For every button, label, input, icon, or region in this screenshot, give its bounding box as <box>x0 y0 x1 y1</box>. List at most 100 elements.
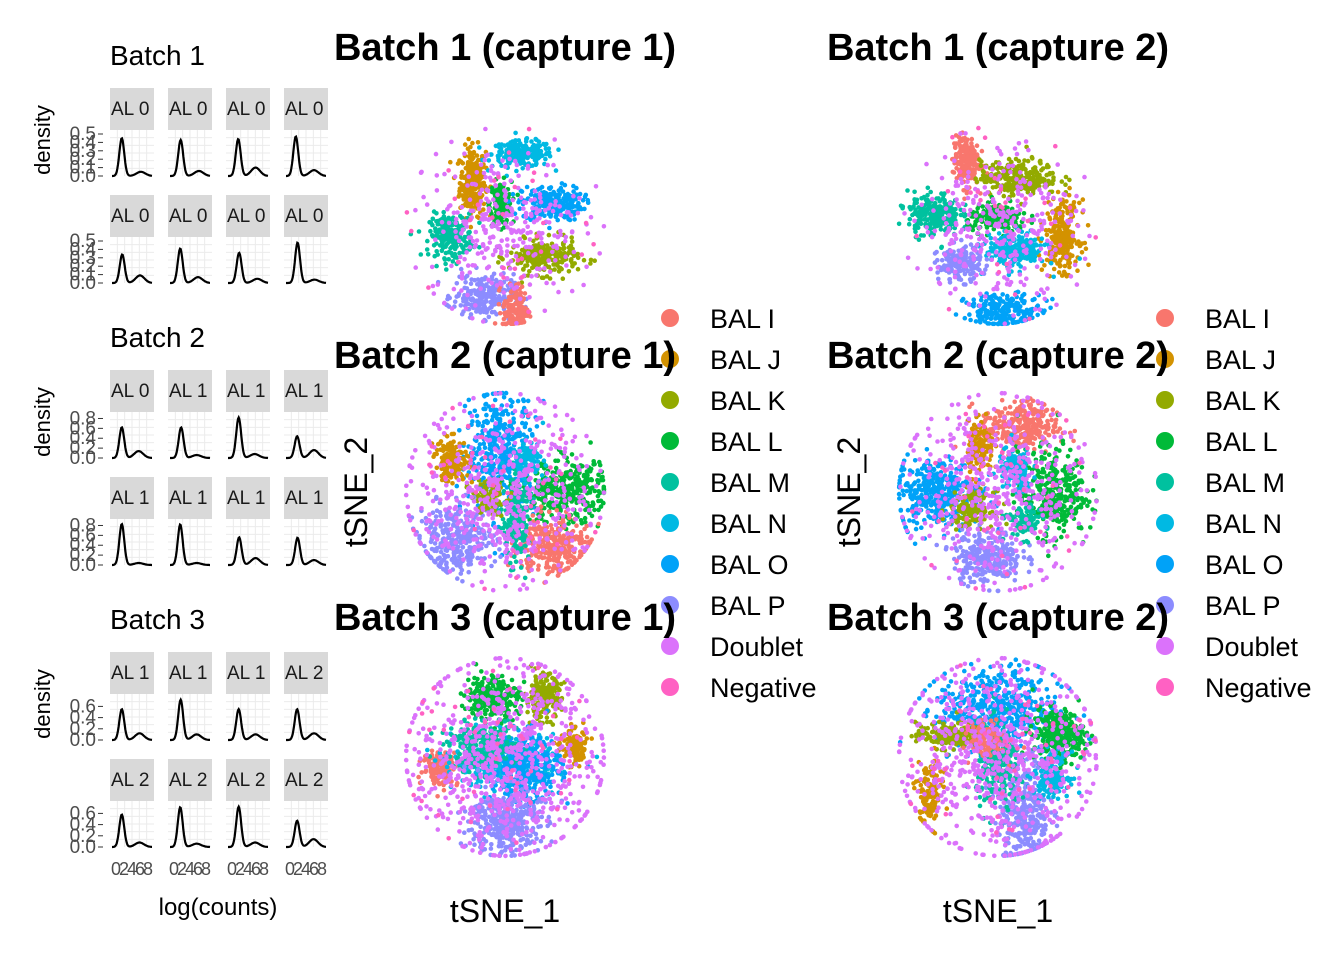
tsne-point <box>920 208 925 213</box>
tsne-point <box>954 197 959 202</box>
tsne-point <box>571 189 576 194</box>
tsne-point <box>507 156 512 162</box>
tsne-point <box>546 258 551 263</box>
tsne-point <box>492 201 498 207</box>
tsne-point <box>996 303 1001 309</box>
tsne-point <box>503 198 509 203</box>
density-y-tick: 0.3 <box>70 141 96 162</box>
tsne-point <box>569 229 575 235</box>
tsne-point <box>483 126 488 132</box>
tsne-point <box>1005 277 1010 282</box>
tsne-point <box>1015 203 1021 209</box>
tsne-point <box>500 208 506 213</box>
tsne-point <box>1063 182 1068 187</box>
tsne-point <box>496 174 501 180</box>
tsne-point <box>485 152 491 158</box>
tsne-point <box>492 178 497 183</box>
tsne-point <box>967 312 972 317</box>
density-panel-strip-label: AL 2 <box>111 770 149 791</box>
tsne-point <box>1014 176 1019 182</box>
tsne-point <box>541 275 546 281</box>
tsne-point <box>445 236 450 242</box>
tsne-point <box>512 301 518 307</box>
tsne-point <box>488 168 494 174</box>
tsne-point <box>505 225 510 230</box>
tsne-point <box>413 207 418 213</box>
tsne-point <box>1068 212 1074 218</box>
tsne-point <box>463 219 469 224</box>
tsne-point <box>477 194 483 200</box>
tsne-point <box>514 162 520 168</box>
tsne-point <box>451 286 457 292</box>
tsne-point <box>468 208 474 214</box>
density-y-tick: 0.8 <box>70 408 96 429</box>
tsne-point <box>572 217 577 222</box>
tsne-point <box>481 302 486 308</box>
tsne-point <box>434 188 440 193</box>
tsne-point <box>527 295 532 300</box>
tsne-point <box>557 204 562 209</box>
tsne-point <box>543 208 548 213</box>
tsne-point <box>952 232 958 238</box>
tsne-point <box>1026 173 1032 179</box>
tsne-point <box>514 285 519 290</box>
tsne-point <box>517 302 522 307</box>
tsne-point <box>449 263 454 269</box>
tsne-point <box>491 289 497 294</box>
tsne-point <box>601 224 607 229</box>
tsne-point <box>976 255 981 261</box>
tsne-point <box>462 151 467 156</box>
tsne-point <box>538 199 544 205</box>
density-y-label: density <box>30 669 55 739</box>
tsne-point <box>577 191 583 197</box>
tsne-point <box>1032 258 1037 263</box>
tsne-point <box>968 190 973 195</box>
tsne-point <box>953 286 958 292</box>
tsne-point <box>475 289 480 295</box>
tsne-point <box>518 260 524 266</box>
tsne-point <box>486 314 492 320</box>
tsne-point <box>934 249 939 255</box>
tsne-point <box>498 280 503 286</box>
tsne-point <box>1037 187 1042 192</box>
tsne-point <box>464 298 469 303</box>
tsne-point <box>481 255 487 261</box>
tsne-point <box>483 175 488 180</box>
density-y-tick: 0.4 <box>70 132 97 153</box>
tsne-point <box>501 265 506 271</box>
tsne-point <box>986 252 992 257</box>
density-x-ticks: 02468 <box>111 859 153 879</box>
tsne-point <box>404 210 410 215</box>
tsne-point <box>1016 228 1022 234</box>
tsne-point <box>592 258 597 264</box>
tsne-point <box>957 259 962 265</box>
tsne-point <box>575 251 581 257</box>
tsne-point <box>1014 319 1019 325</box>
tsne-point <box>896 221 902 227</box>
tsne-point <box>965 174 971 180</box>
tsne-point <box>516 155 521 160</box>
tsne-point <box>960 201 966 207</box>
tsne-point <box>474 238 480 243</box>
density-curve <box>286 819 326 849</box>
tsne-point <box>430 216 436 222</box>
tsne-point <box>971 200 976 206</box>
tsne-point <box>1049 250 1055 256</box>
tsne-point <box>978 197 983 203</box>
tsne-point <box>1017 170 1023 175</box>
tsne-point <box>1012 257 1018 263</box>
tsne-point <box>905 255 911 261</box>
tsne-point <box>1003 200 1008 205</box>
tsne-point <box>551 281 556 286</box>
tsne-point <box>457 192 462 197</box>
density-panel-strip-label: AL 0 <box>111 99 149 120</box>
tsne-point <box>925 185 931 191</box>
tsne-point <box>1021 211 1027 216</box>
density-curve <box>228 535 269 567</box>
tsne-point <box>962 271 968 277</box>
tsne-point <box>504 253 510 258</box>
tsne-point <box>528 211 534 217</box>
tsne-point <box>569 239 575 244</box>
tsne-point <box>990 199 996 204</box>
tsne-point <box>969 271 975 276</box>
